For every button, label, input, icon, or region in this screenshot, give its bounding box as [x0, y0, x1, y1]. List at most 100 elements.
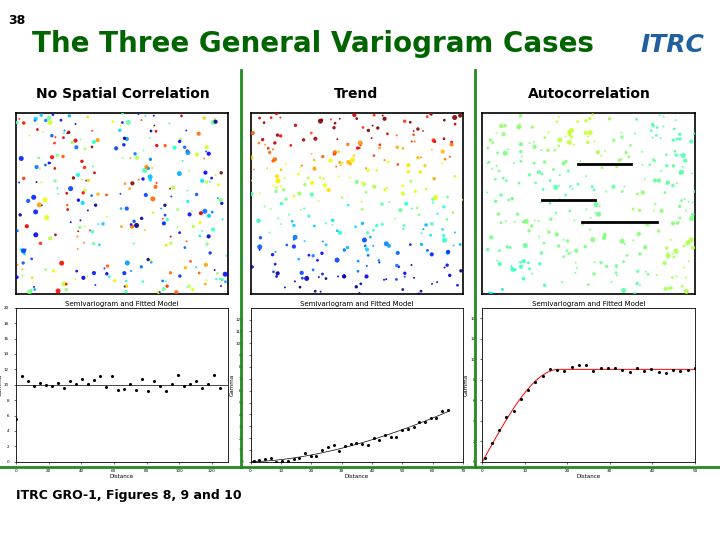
- Point: [364, 233, 376, 241]
- Point: [584, 225, 595, 234]
- Point: [216, 276, 228, 285]
- Point: [334, 114, 346, 123]
- Point: [356, 197, 367, 206]
- Point: [425, 414, 436, 422]
- Point: [338, 272, 350, 281]
- Point: [325, 115, 337, 124]
- Point: [328, 124, 340, 132]
- Point: [374, 144, 385, 152]
- Point: [220, 278, 231, 286]
- Point: [147, 208, 158, 217]
- Point: [50, 133, 61, 141]
- Point: [449, 113, 460, 122]
- Point: [362, 251, 374, 260]
- Point: [594, 202, 606, 211]
- Point: [128, 239, 140, 248]
- Point: [379, 156, 390, 164]
- Point: [276, 456, 288, 465]
- Point: [272, 269, 284, 278]
- Point: [301, 274, 312, 283]
- Point: [634, 249, 646, 258]
- Point: [322, 443, 333, 451]
- Point: [526, 222, 538, 231]
- Point: [254, 242, 266, 251]
- Point: [674, 130, 685, 139]
- Point: [61, 201, 73, 210]
- Point: [634, 281, 646, 289]
- Point: [577, 220, 588, 228]
- Point: [649, 176, 661, 185]
- Point: [397, 144, 409, 153]
- Point: [379, 185, 391, 194]
- Point: [513, 179, 525, 187]
- Point: [159, 211, 171, 219]
- Point: [448, 241, 459, 250]
- Point: [575, 157, 586, 166]
- Point: [408, 127, 420, 136]
- Point: [655, 166, 667, 175]
- Point: [273, 214, 284, 223]
- Point: [171, 222, 183, 231]
- Point: [529, 143, 541, 151]
- Point: [93, 220, 104, 228]
- Point: [86, 126, 98, 135]
- Point: [120, 282, 132, 291]
- Text: No Spatial Correlation: No Spatial Correlation: [35, 87, 210, 102]
- Point: [352, 257, 364, 266]
- Point: [587, 110, 598, 119]
- Point: [515, 111, 526, 120]
- Point: [402, 167, 414, 176]
- Point: [616, 366, 628, 374]
- Point: [184, 282, 195, 291]
- Point: [427, 195, 438, 204]
- Point: [215, 282, 227, 291]
- Point: [217, 215, 228, 224]
- Point: [92, 136, 104, 145]
- Point: [62, 205, 73, 214]
- Point: [648, 122, 660, 130]
- Point: [138, 174, 149, 183]
- Point: [293, 170, 305, 179]
- Point: [593, 210, 604, 219]
- Point: [50, 231, 61, 239]
- Point: [661, 244, 672, 252]
- Point: [442, 247, 454, 256]
- Point: [391, 131, 402, 140]
- Point: [568, 140, 580, 149]
- Text: ITRC: ITRC: [641, 33, 704, 57]
- Point: [246, 153, 257, 162]
- Point: [526, 269, 538, 278]
- Point: [86, 227, 98, 236]
- Point: [60, 285, 72, 294]
- Point: [653, 368, 665, 376]
- Point: [506, 194, 518, 203]
- Point: [175, 135, 186, 144]
- Point: [338, 246, 350, 254]
- Point: [316, 116, 328, 124]
- Point: [216, 199, 228, 207]
- Point: [518, 218, 529, 226]
- Point: [11, 118, 22, 127]
- Point: [261, 164, 273, 173]
- Point: [502, 242, 513, 251]
- Point: [442, 193, 454, 201]
- Point: [415, 229, 427, 238]
- Point: [81, 176, 92, 185]
- Point: [269, 139, 281, 147]
- Point: [320, 219, 332, 228]
- Point: [22, 377, 34, 386]
- Point: [212, 194, 223, 202]
- Point: [673, 218, 685, 226]
- Point: [674, 202, 685, 211]
- Point: [15, 154, 27, 163]
- Point: [636, 160, 648, 169]
- Point: [298, 204, 310, 213]
- Y-axis label: Gamma: Gamma: [230, 374, 235, 396]
- Point: [554, 136, 566, 144]
- Point: [107, 117, 119, 126]
- Point: [359, 180, 370, 188]
- Point: [639, 243, 651, 252]
- Point: [86, 191, 97, 200]
- Point: [203, 212, 215, 220]
- Point: [82, 113, 94, 122]
